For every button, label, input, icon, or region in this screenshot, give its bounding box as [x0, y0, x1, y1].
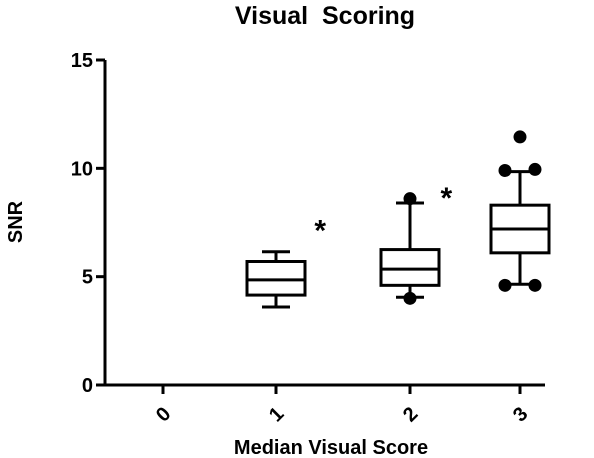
- outlier-point: [498, 164, 512, 177]
- significance-asterisk: *: [440, 182, 452, 215]
- outlier-point: [528, 162, 542, 176]
- annotations: **: [314, 182, 452, 248]
- x-tick-label: 0: [152, 403, 175, 426]
- outlier-point: [403, 192, 417, 206]
- y-tick-label: 10: [71, 158, 93, 180]
- outlier-point: [513, 130, 527, 144]
- y-tick-label: 15: [71, 50, 93, 72]
- box-iqr: [379, 248, 441, 287]
- outlier-point: [528, 278, 542, 292]
- box-iqr: [245, 260, 307, 297]
- chart-title: Visual Scoring: [235, 2, 415, 30]
- box-1: [245, 250, 307, 309]
- box-3: [489, 130, 551, 292]
- outlier-point: [498, 278, 512, 292]
- y-tick-label: 0: [82, 375, 93, 397]
- x-tick-label: 1: [265, 403, 288, 426]
- axes: 0 5 10 15 0 1 2 3: [71, 50, 545, 426]
- y-tick-label: 5: [82, 267, 93, 289]
- y-axis-label: SNR: [5, 200, 27, 243]
- outlier-point: [403, 291, 417, 305]
- boxes: [245, 130, 551, 309]
- significance-asterisk: *: [314, 215, 326, 248]
- x-tick-label: 2: [399, 403, 422, 426]
- x-tick-label: 3: [509, 403, 532, 426]
- x-axis-label: Median Visual Score: [234, 437, 428, 458]
- box-2: [379, 192, 441, 305]
